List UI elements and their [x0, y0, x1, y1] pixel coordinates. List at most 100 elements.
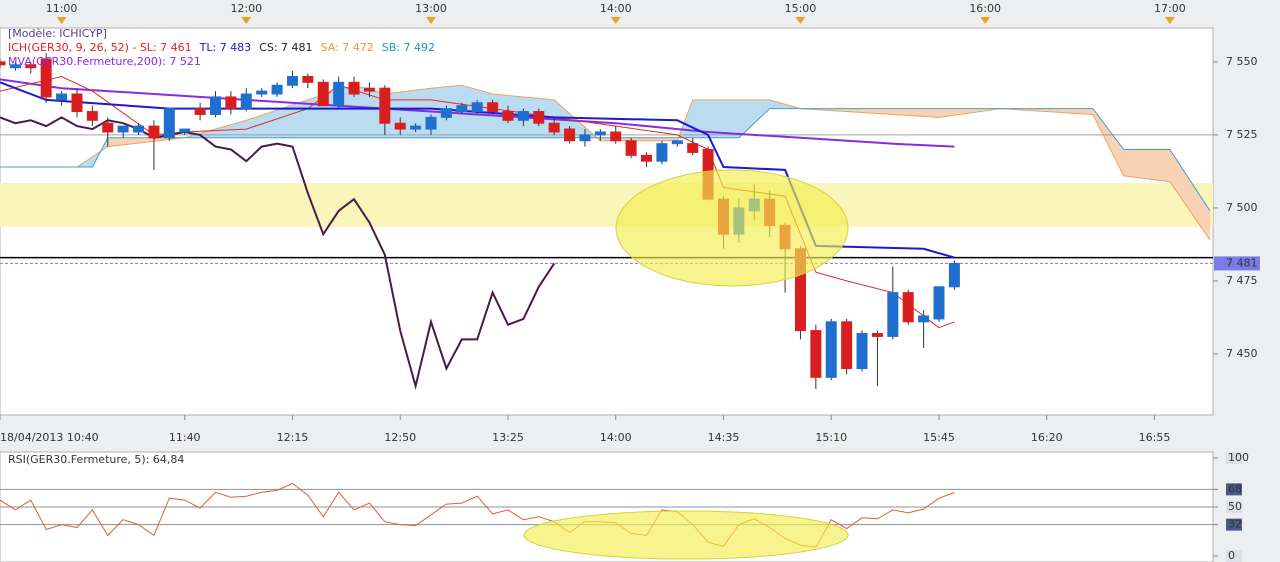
time-marker — [980, 17, 991, 24]
senkou-b-line — [0, 108, 1211, 212]
last-price-label: 7 481 — [1226, 256, 1258, 269]
candle-body — [379, 87, 391, 124]
rsi-y-tick-label: 50 — [1228, 500, 1242, 513]
candle-body — [425, 116, 437, 130]
candle-body — [517, 111, 529, 121]
candle-body — [902, 292, 914, 323]
x-tick-label: 15:45 — [923, 431, 955, 444]
candle-body — [625, 140, 637, 156]
candle-body — [564, 128, 576, 142]
time-marker — [426, 17, 437, 24]
x-tick-label: 12:50 — [384, 431, 416, 444]
top-time-label: 16:00 — [969, 2, 1001, 15]
candle-body — [256, 90, 268, 95]
candle-body — [594, 131, 606, 136]
candle-body — [948, 262, 960, 288]
candle-body — [394, 122, 406, 130]
candle-body — [163, 108, 175, 139]
candle-body — [102, 122, 114, 133]
rsi-tick-box — [1226, 518, 1242, 531]
candle-body — [117, 125, 129, 133]
x-tick-label: 18/04/2013 10:40 — [0, 431, 99, 444]
x-tick-label: 14:35 — [708, 431, 740, 444]
x-tick-label: 15:10 — [815, 431, 847, 444]
rsi-tick-box — [1226, 452, 1242, 464]
candle-body — [687, 143, 699, 153]
candle-body — [40, 58, 52, 98]
x-tick-label: 11:40 — [169, 431, 201, 444]
rsi-tick-box — [1226, 550, 1242, 562]
candle-body — [641, 154, 653, 162]
candle-body — [887, 292, 899, 337]
rsi-title: RSI(GER30.Fermeture, 5): 64,84 — [8, 453, 184, 466]
candle-body — [286, 75, 298, 86]
rsi-y-tick-label: 0 — [1228, 549, 1235, 562]
candle-body — [533, 111, 545, 124]
candle-body — [240, 93, 252, 110]
chikou-line — [0, 116, 556, 391]
candle-body — [856, 333, 868, 370]
candle-body — [348, 81, 360, 95]
candle-body — [440, 108, 452, 118]
candle-body — [456, 105, 468, 113]
legend-item: SA: 7 472 — [321, 41, 374, 54]
top-time-label: 13:00 — [415, 2, 447, 15]
time-marker — [56, 17, 67, 24]
rsi-tick-box — [1226, 483, 1242, 496]
rsi-y-tick-label: 32 — [1228, 518, 1242, 531]
candle-body — [71, 93, 83, 113]
top-time-label: 11:00 — [46, 2, 78, 15]
legend-item: ICH(GER30, 9, 26, 52) - SL: 7 461 — [8, 41, 192, 54]
candle-body — [302, 75, 314, 83]
time-marker — [241, 17, 252, 24]
rsi-y-tick-label: 100 — [1228, 451, 1249, 464]
zone-band — [0, 183, 1213, 227]
legend: [Modèle: ICHICYP] ICH(GER30, 9, 26, 52) -… — [8, 27, 435, 68]
candle-body — [333, 81, 345, 107]
candle-body — [133, 125, 145, 133]
candle-body — [210, 96, 222, 115]
time-marker — [610, 17, 621, 24]
y-tick-label: 7 500 — [1226, 201, 1258, 214]
candle-body — [317, 81, 329, 107]
candle-body — [86, 111, 98, 121]
candle-body — [25, 64, 37, 69]
candle-body — [918, 315, 930, 323]
time-marker — [795, 17, 806, 24]
rsi-highlight-ellipse — [523, 510, 849, 560]
candle-body — [487, 102, 499, 113]
legend-item: TL: 7 483 — [199, 41, 252, 54]
cloud-fill — [384, 87, 432, 139]
x-tick-label: 16:20 — [1031, 431, 1063, 444]
candle-body — [671, 140, 683, 145]
y-tick-label: 7 525 — [1226, 128, 1258, 141]
candle-body — [410, 125, 422, 130]
candle-body — [579, 134, 591, 142]
candle-body — [502, 111, 514, 121]
candle-body — [933, 286, 945, 320]
rsi-y-tick-label: 68 — [1228, 482, 1242, 495]
time-marker — [1164, 17, 1175, 24]
x-tick-label: 14:00 — [600, 431, 632, 444]
top-time-label: 17:00 — [1154, 2, 1186, 15]
legend-item: MVA(GER30.Fermeture,200): 7 521 — [8, 55, 201, 68]
y-tick-label: 7 450 — [1226, 347, 1258, 360]
candle-body — [471, 102, 483, 113]
legend-item: SB: 7 492 — [382, 41, 435, 54]
x-tick-label: 12:15 — [277, 431, 309, 444]
candle-body — [825, 321, 837, 378]
candle-body — [194, 108, 206, 115]
top-time-label: 12:00 — [230, 2, 262, 15]
candle-body — [810, 330, 822, 378]
candle-body — [271, 84, 283, 95]
x-tick-label: 13:25 — [492, 431, 524, 444]
top-time-label: 14:00 — [600, 2, 632, 15]
top-time-label: 15:00 — [785, 2, 817, 15]
y-tick-label: 7 475 — [1226, 274, 1258, 287]
last-price-box — [1214, 256, 1260, 271]
candle-body — [871, 333, 883, 337]
candle-body — [363, 87, 375, 92]
candle-body — [841, 321, 853, 370]
legend-item: CS: 7 481 — [259, 41, 312, 54]
